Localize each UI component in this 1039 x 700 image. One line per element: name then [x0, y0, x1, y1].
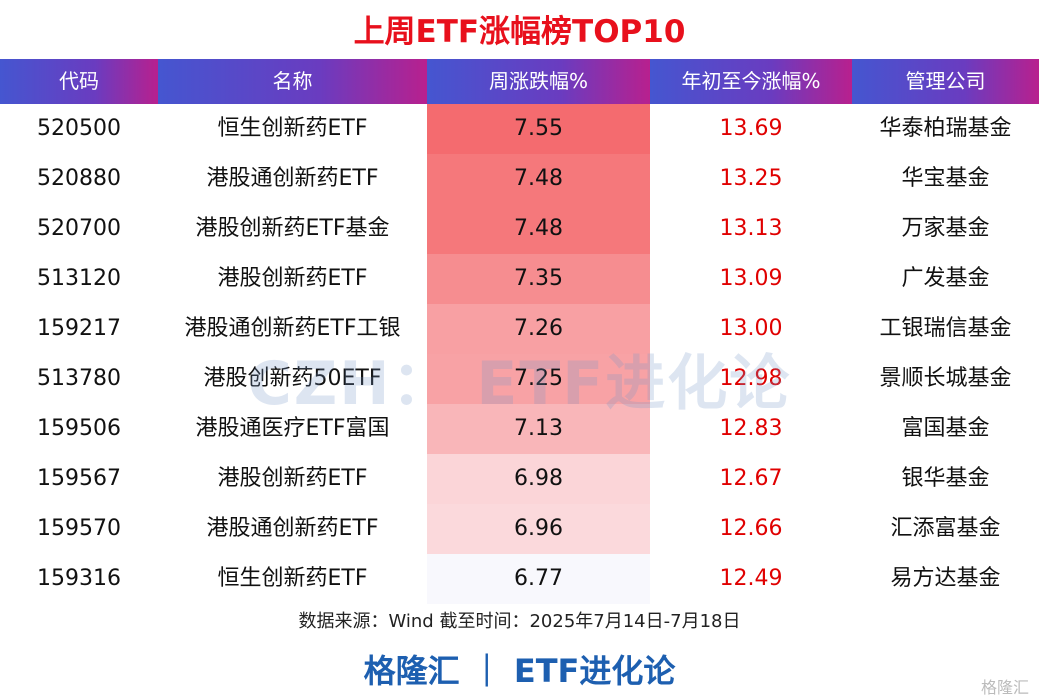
code: 520500: [37, 116, 121, 141]
code: 520700: [37, 216, 121, 241]
code: 513120: [37, 266, 121, 291]
fund-name: 港股创新药50ETF: [203, 366, 382, 391]
watermark: CZH： ETF进化论: [247, 349, 792, 419]
code: 159217: [37, 316, 121, 341]
fund-name: 港股创新药ETF: [217, 466, 368, 491]
ytd-change: 13.25: [719, 166, 783, 191]
code: 159567: [37, 466, 121, 491]
title: 上周ETF涨幅榜TOP10: [353, 14, 686, 50]
weekly-change: 7.48: [427, 204, 650, 254]
fund-name: 港股通创新药ETF工银: [184, 316, 401, 341]
fund-name: 恒生创新药ETF: [217, 116, 368, 141]
fund-name: 港股通创新药ETF: [206, 516, 379, 541]
ytd-change: 13.69: [719, 116, 783, 141]
manager: 银华基金: [901, 466, 990, 491]
manager: 汇添富基金: [890, 516, 1001, 541]
header-cell: 代码: [0, 59, 158, 104]
header-cell: 名称: [158, 59, 427, 104]
header-cell: 年初至今涨幅%: [650, 59, 852, 104]
manager: 景顺长城基金: [879, 366, 1012, 391]
ytd-change: 13.00: [719, 316, 783, 341]
ytd-change: 12.83: [719, 416, 783, 441]
manager: 富国基金: [901, 416, 990, 441]
manager: 华宝基金: [901, 166, 990, 191]
fund-name: 港股创新药ETF基金: [195, 216, 390, 241]
fund-name: 港股通创新药ETF: [206, 166, 379, 191]
weekly-change: 7.55: [427, 104, 650, 154]
weekly-change: 6.96: [427, 504, 650, 554]
weekly-change: 7.13: [427, 404, 650, 454]
manager: 广发基金: [901, 266, 990, 291]
manager: 万家基金: [901, 216, 990, 241]
ytd-change: 12.66: [719, 516, 783, 541]
ytd-change: 13.09: [719, 266, 783, 291]
source: 数据来源：Wind 截至时间：2025年7月14日-7月18日: [298, 611, 741, 632]
code: 159506: [37, 416, 121, 441]
code: 159570: [37, 516, 121, 541]
manager: 工银瑞信基金: [879, 316, 1012, 341]
ytd-change: 12.67: [719, 466, 783, 491]
code: 513780: [37, 366, 121, 391]
fund-name: 港股通医疗ETF富国: [195, 416, 390, 441]
weekly-change: 7.35: [427, 254, 650, 304]
ytd-change: 12.49: [719, 566, 783, 591]
fund-name: 恒生创新药ETF: [217, 566, 368, 591]
weekly-change: 6.77: [427, 554, 650, 604]
fund-name: 港股创新药ETF: [217, 266, 368, 291]
ytd-change: 13.13: [719, 216, 783, 241]
weekly-change: 6.98: [427, 454, 650, 504]
code: 520880: [37, 166, 121, 191]
weekly-change: 7.25: [427, 354, 650, 404]
header-cell: 周涨跌幅%: [427, 59, 650, 104]
weekly-change: 7.48: [427, 154, 650, 204]
header-cell: 管理公司: [852, 59, 1039, 104]
logo: 格隆汇: [980, 678, 1029, 697]
manager: 易方达基金: [890, 566, 1001, 591]
brand: 格隆汇 ｜ ETF进化论: [363, 652, 676, 690]
code: 159316: [37, 566, 121, 591]
ytd-change: 12.98: [719, 366, 783, 391]
manager: 华泰柏瑞基金: [879, 116, 1012, 141]
weekly-change: 7.26: [427, 304, 650, 354]
